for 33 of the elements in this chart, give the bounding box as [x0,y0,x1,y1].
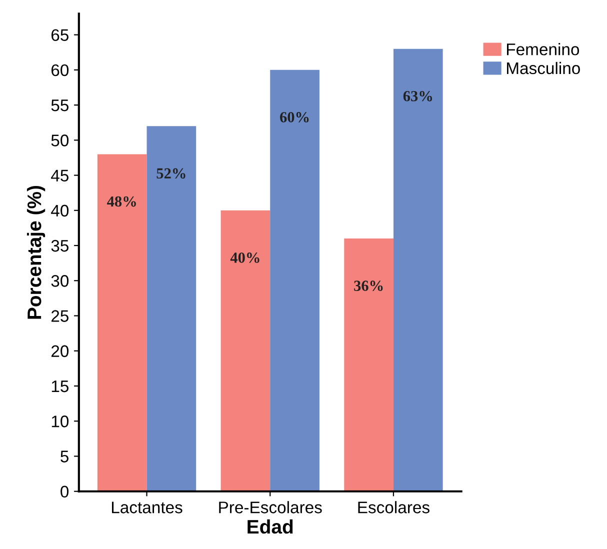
bar [97,154,147,492]
data-label: 36% [354,280,383,291]
y-tick-label: 30 [51,275,69,287]
y-tick-label: 45 [51,170,68,182]
y-tick-label: 20 [51,345,69,358]
y-tick-label: 5 [60,450,68,462]
data-label: 63% [403,90,432,102]
legend-label: Femenino [507,43,580,56]
y-tick-label: 25 [51,310,68,322]
bar [270,70,320,492]
y-tick-label: 10 [52,416,69,428]
data-label: 52% [156,168,186,179]
bar [344,238,394,492]
data-label: 40% [230,252,260,263]
y-tick-label: 60 [52,64,69,76]
y-tick-label: 15 [52,380,68,392]
bar [220,210,270,492]
y-tick-label: 55 [51,100,68,112]
x-tick-label: Escolares [358,501,430,514]
x-tick-label: Lactantes [112,502,182,514]
y-tick-label: 65 [52,29,68,41]
y-tick-label: 40 [51,204,69,217]
legend-label: Masculino [507,62,580,74]
y-tick-label: 35 [51,240,68,252]
data-label: 48% [107,196,136,207]
y-tick-label: 0 [60,486,69,498]
y-axis-title: Porcentaje (%) [26,186,46,319]
bar [393,48,443,492]
data-label: 60% [280,112,309,122]
x-axis-title: Edad [248,519,293,534]
x-tick-label: Pre-Escolares [219,501,322,514]
bar [146,126,196,492]
y-tick-label: 50 [51,134,69,146]
